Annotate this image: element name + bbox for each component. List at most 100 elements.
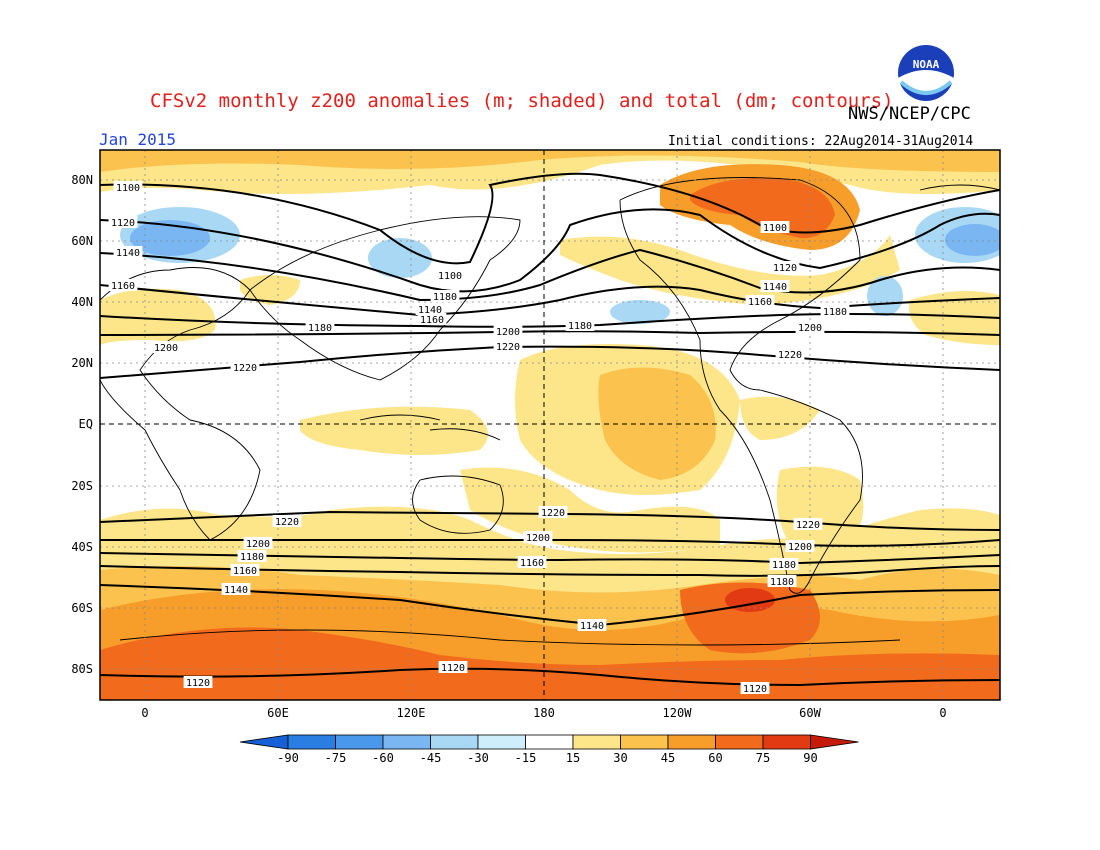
- contour-label: 1200: [154, 343, 178, 354]
- lat-label: 80N: [71, 173, 93, 187]
- contour-label: 1220: [778, 350, 802, 361]
- colorbar-label: 75: [756, 751, 770, 765]
- contour-label: 1200: [526, 533, 550, 544]
- colorbar-box: [382, 734, 431, 750]
- colorbar-label: -45: [420, 751, 442, 765]
- graticule: [100, 150, 1000, 700]
- contour-label-bg: [415, 303, 445, 315]
- contour-label: 1120: [186, 678, 210, 689]
- noaa-logo-text: NOAA: [913, 58, 940, 71]
- coastlines: [100, 177, 1000, 646]
- contour-label-bg: [151, 341, 181, 353]
- colorbar-box: [715, 734, 764, 750]
- lon-label: 120W: [663, 706, 693, 720]
- noaa-logo: NOAA: [895, 42, 957, 104]
- colorbar-label: 30: [613, 751, 627, 765]
- colorbar-box: [667, 734, 716, 750]
- lon-label: 120E: [397, 706, 426, 720]
- contour-label-bg: [435, 269, 465, 281]
- contour-label-bg: [272, 515, 302, 527]
- contour-label: 1180: [568, 321, 592, 332]
- longitude-labels: 0 60E 120E 180 120W 60W 0: [141, 706, 946, 720]
- lon-label: 180: [533, 706, 555, 720]
- colorbar-label: 15: [566, 751, 580, 765]
- contour-label: 1140: [116, 248, 140, 259]
- contour-label: 1220: [541, 508, 565, 519]
- contour-label-bg: [493, 325, 523, 337]
- lon-label: 60E: [267, 706, 289, 720]
- lat-label: 40S: [71, 540, 93, 554]
- contour-label-bg: [760, 280, 790, 292]
- colorbar-box: [572, 734, 621, 750]
- colorbar-label: -30: [467, 751, 489, 765]
- contour-label: 1160: [111, 281, 135, 292]
- contour-label: 1200: [788, 542, 812, 553]
- contour-label-bg: [565, 319, 595, 331]
- map-frame: [99, 149, 1001, 701]
- contour-label-bg: [745, 295, 775, 307]
- colorbar-box: [525, 734, 574, 750]
- contour-label-bg: [305, 321, 335, 333]
- contour-label: 1140: [763, 282, 787, 293]
- colorbar-box: [762, 734, 811, 750]
- colorbar-label: -75: [325, 751, 347, 765]
- contour-label-bg: [183, 676, 213, 688]
- contour-label: 1220: [275, 517, 299, 528]
- colorbar-label: 60: [708, 751, 722, 765]
- contour-label: 1160: [233, 566, 257, 577]
- reference-lines: [100, 150, 1000, 700]
- colorbar-box: [620, 734, 669, 750]
- contour-label-bg: [237, 550, 267, 562]
- contour-label: 1160: [520, 558, 544, 569]
- contour-label-bg: [493, 340, 523, 352]
- lat-label: 60S: [71, 601, 93, 615]
- lat-label: 40N: [71, 295, 93, 309]
- latitude-labels: 80N 60N 40N 20N EQ 20S 40S 60S 80S: [71, 173, 93, 676]
- contour-label: 1160: [748, 297, 772, 308]
- contour-label-bg: [230, 361, 260, 373]
- contour-label: 1100: [763, 223, 787, 234]
- contour-label: 1140: [224, 585, 248, 596]
- contour-label-bg: [243, 537, 273, 549]
- contour-label-bg: [438, 661, 468, 673]
- contour-label-bg: [523, 531, 553, 543]
- contour-label-bg: [760, 221, 790, 233]
- month-label: Jan 2015: [99, 130, 177, 149]
- colorbar-label: -60: [372, 751, 394, 765]
- contour-label: 1220: [496, 342, 520, 353]
- contour-label: 1220: [233, 363, 257, 374]
- colorbar-box: [287, 734, 336, 750]
- contour-label: 1120: [111, 218, 135, 229]
- contour-label-bg: [230, 564, 260, 576]
- contour-label-bg: [820, 305, 850, 317]
- contour-label: 1180: [308, 323, 332, 334]
- colorbar-box: [335, 734, 384, 750]
- contour-label-bg: [740, 682, 770, 694]
- contour-label-bg: [769, 558, 799, 570]
- contour-label: 1180: [770, 577, 794, 588]
- contour-label: 1200: [798, 323, 822, 334]
- contour-label: 1140: [418, 305, 442, 316]
- contour-label-bg: [785, 540, 815, 552]
- contour-label: 1220: [796, 520, 820, 531]
- lat-label: EQ: [79, 417, 93, 431]
- contour-label-bg: [775, 348, 805, 360]
- contour-label-bg: [108, 279, 138, 291]
- contour-label: 1180: [772, 560, 796, 571]
- contour-label: 1180: [240, 552, 264, 563]
- contour-label: 1200: [246, 539, 270, 550]
- contour-label-bg: [770, 261, 800, 273]
- page-title: CFSv2 monthly z200 anomalies (m; shaded)…: [150, 90, 894, 112]
- lon-label: 60W: [799, 706, 821, 720]
- contour-label-bg: [577, 619, 607, 631]
- contour-label-bg: [221, 583, 251, 595]
- contour-label: 1140: [580, 621, 604, 632]
- lat-label: 80S: [71, 662, 93, 676]
- colorbar-box: [477, 734, 526, 750]
- contour-label: 1120: [441, 663, 465, 674]
- contour-label: 1180: [823, 307, 847, 318]
- contour-label: 1120: [743, 684, 767, 695]
